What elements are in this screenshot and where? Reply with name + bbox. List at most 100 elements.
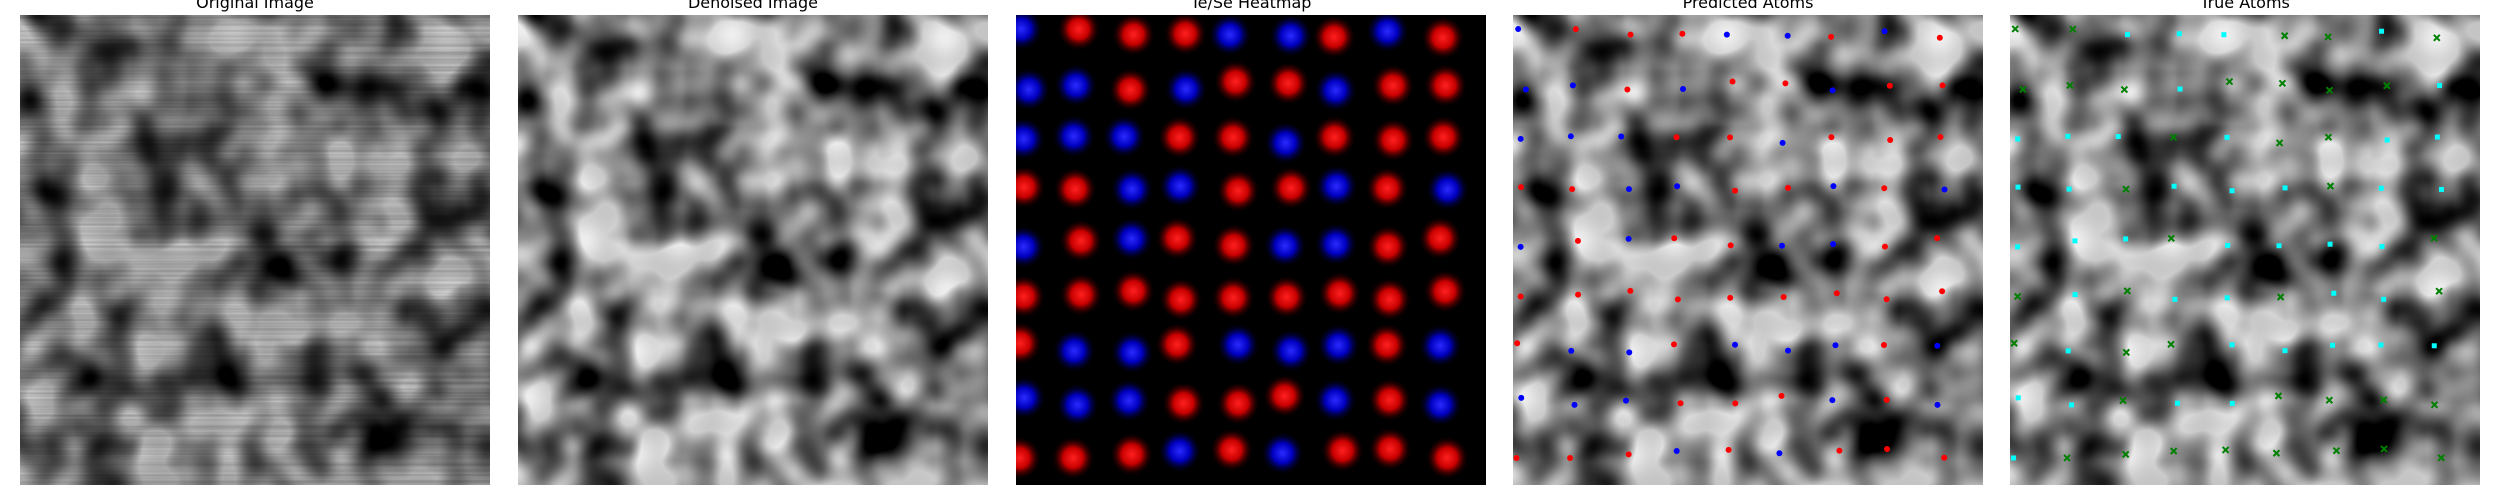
predicted-atom-marker: [1680, 86, 1687, 93]
true-atom-marker: [2431, 343, 2437, 349]
true-atom-marker: [2278, 79, 2287, 88]
heatmap-spot: [1016, 274, 1046, 319]
true-atom-marker: [2276, 293, 2285, 301]
predicted-atom-marker: [1880, 341, 1887, 348]
heatmap-spot: [1109, 167, 1154, 212]
predicted-atom-marker: [1727, 294, 1734, 301]
predicted-atom-marker: [1569, 82, 1576, 89]
predicted-atom-marker: [1567, 454, 1574, 461]
true-atom-marker: [2437, 82, 2443, 88]
predicted-atom-marker: [1515, 25, 1522, 32]
heatmap-spot: [1016, 435, 1042, 480]
heatmap-spot: [1266, 61, 1311, 106]
true-atom-marker: [2433, 34, 2441, 42]
true-atom-marker: [2122, 348, 2130, 357]
heatmap-spot: [1110, 330, 1155, 375]
heatmap-spot: [1370, 63, 1415, 108]
heatmap-spot: [1157, 429, 1202, 474]
predicted-atom-marker: [1674, 296, 1681, 303]
true-atom-marker: [2224, 295, 2230, 301]
predicted-atom-marker: [1829, 397, 1836, 404]
true-atom-marker: [2325, 86, 2334, 95]
true-atoms: [2010, 15, 2480, 485]
true-atom-marker: [2437, 454, 2445, 462]
heatmap-spot: [1367, 377, 1412, 422]
true-atom-marker: [2069, 402, 2075, 408]
heatmap-spot: [1016, 224, 1046, 269]
predicted-atom-marker: [1723, 31, 1730, 38]
heatmap-spot: [1058, 218, 1103, 263]
heatmap-spot: [1313, 378, 1358, 423]
predicted-atom-marker: [1830, 183, 1837, 190]
heatmap-spot: [1155, 216, 1200, 261]
predicted-atom-marker: [1622, 397, 1629, 404]
heatmap-spot: [1425, 435, 1470, 480]
predicted-atom-marker: [1884, 445, 1891, 452]
heatmap-spot: [1216, 381, 1261, 426]
title-original-image: Original Image: [196, 0, 314, 12]
heatmap-spot: [1016, 165, 1046, 210]
heatmap-spot: [1262, 373, 1307, 418]
predicted-atom-marker: [1727, 134, 1734, 141]
heatmap-spot: [1055, 382, 1100, 427]
true-atom-marker: [2011, 25, 2019, 33]
heatmap-spot: [1016, 15, 1044, 51]
true-atom-marker: [2380, 445, 2388, 453]
heatmap-spot: [1317, 271, 1362, 316]
heatmap-spot: [1211, 223, 1256, 268]
predicted-atom-marker: [1517, 243, 1524, 250]
predicted-atom-marker: [1785, 347, 1792, 354]
true-atom-marker: [2063, 454, 2071, 462]
predicted-atom-marker: [1567, 133, 1574, 140]
true-atom-marker: [2379, 28, 2385, 34]
true-atom-marker: [2282, 185, 2288, 191]
true-atom-marker: [2013, 292, 2022, 301]
true-atom-marker: [2383, 82, 2391, 90]
heatmap-spot: [1368, 426, 1413, 471]
heatmap-spot: [1268, 15, 1313, 58]
predicted-atom-marker: [1832, 342, 1839, 349]
true-atom-marker: [2167, 340, 2175, 349]
predicted-atom-marker: [1782, 80, 1789, 87]
true-atom-marker: [2072, 238, 2078, 244]
predicted-atom-marker: [1836, 447, 1843, 454]
heatmap-spot: [1209, 427, 1254, 472]
predicted-atom-marker: [1518, 394, 1525, 401]
heatmap-spot: [1418, 216, 1463, 261]
predicted-atom-marker: [1670, 341, 1677, 348]
predicted-atom-marker: [1625, 235, 1632, 242]
predicted-atom-marker: [1779, 139, 1786, 146]
true-atom-marker: [2015, 244, 2021, 250]
predicted-atom-marker: [1725, 446, 1732, 453]
heatmap-spot: [1158, 164, 1203, 209]
true-atom-marker: [2327, 241, 2333, 247]
heatmap-spot: [1314, 164, 1359, 209]
true-atom-marker: [2069, 25, 2077, 33]
heatmap-spot: [1207, 15, 1252, 57]
predicted-atom-marker: [1574, 237, 1581, 244]
true-atom-marker: [2378, 185, 2384, 191]
true-atom-marker: [2010, 339, 2018, 347]
predicted-atom-marker: [1513, 454, 1520, 461]
heatmap-spot: [1365, 224, 1410, 269]
heatmap-spot: [1211, 275, 1256, 320]
predicted-atom-marker: [1833, 290, 1840, 297]
heatmap-spot: [1367, 277, 1412, 322]
te-se-heatmap: [1016, 15, 1486, 485]
true-atom-marker: [2010, 455, 2016, 461]
heatmap-spot: [1106, 378, 1151, 423]
heatmap-spot: [1312, 115, 1357, 160]
true-atom-marker: [2381, 296, 2387, 302]
predicted-atom-marker: [1732, 187, 1739, 194]
heatmap-spot: [1312, 15, 1357, 59]
heatmap-spot: [1365, 15, 1410, 54]
true-atom-marker: [2435, 287, 2443, 295]
true-atom-marker: [2221, 32, 2227, 38]
true-atom-marker: [2175, 400, 2181, 406]
heatmap-spot: [1425, 167, 1470, 212]
heatmap-spot: [1163, 15, 1208, 56]
heatmap-spot: [1052, 328, 1097, 373]
true-atom-marker: [2066, 81, 2074, 90]
heatmap-spot: [1418, 382, 1463, 427]
heatmap-spot: [1053, 63, 1098, 108]
